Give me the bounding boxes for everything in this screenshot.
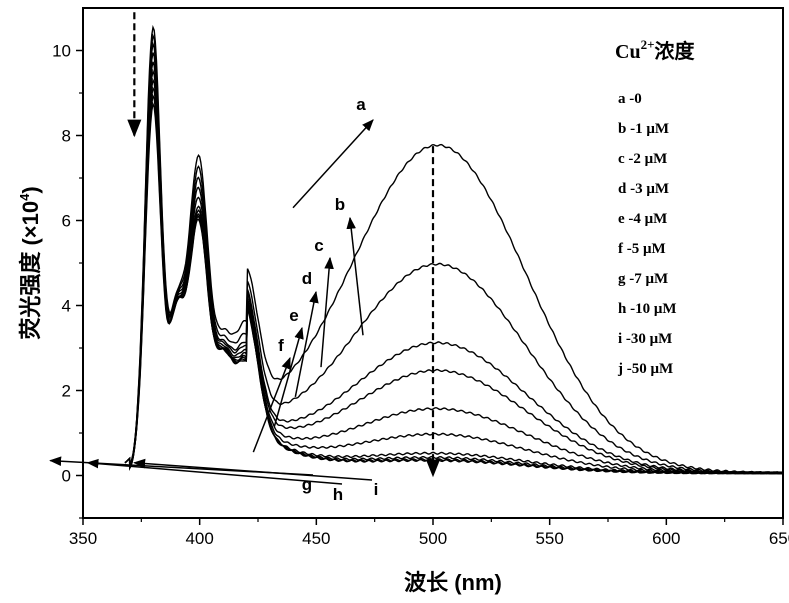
curve-label-f: f <box>278 336 284 355</box>
curve-arrow-h <box>88 463 342 484</box>
legend-entry: j -50 μM <box>617 361 673 377</box>
y-tick-label: 0 <box>62 467 71 486</box>
curve-label-a: a <box>356 95 366 114</box>
legend-entry: c -2 μM <box>618 151 667 167</box>
curve-label-c: c <box>314 236 323 255</box>
y-tick-label: 8 <box>62 127 71 146</box>
x-tick-label: 500 <box>419 529 447 548</box>
x-tick-label: 450 <box>302 529 330 548</box>
y-tick-label: 6 <box>62 212 71 231</box>
curves-group <box>125 27 783 473</box>
legend: Cu2+浓度 a -0 b -1 μM c -2 μM d -3 μM e -4 μM f … <box>615 37 696 377</box>
x-tick-label: 400 <box>185 529 213 548</box>
x-tick-label: 550 <box>535 529 563 548</box>
curve-arrow-i <box>134 463 372 480</box>
legend-entry: i -30 μM <box>618 331 672 347</box>
curve-arrow-c <box>321 258 330 367</box>
legend-entry: a -0 <box>618 91 642 107</box>
series-line-j <box>125 104 783 474</box>
x-tick-label: 650 <box>769 529 789 548</box>
curve-label-i: i <box>374 480 379 499</box>
curve-label-h: h <box>333 485 343 504</box>
legend-entry: g -7 μM <box>618 271 668 287</box>
curve-label-e: e <box>289 306 298 325</box>
series-line-f <box>125 71 783 474</box>
curve-arrow-a <box>293 120 373 208</box>
curve-label-b: b <box>335 195 345 214</box>
y-tick-label: 2 <box>62 382 71 401</box>
x-tick-label: 600 <box>652 529 680 548</box>
y-tick-label: 10 <box>52 42 71 61</box>
legend-entry: h -10 μM <box>618 301 677 317</box>
y-axis-title: 荧光强度 (×104) <box>17 186 43 339</box>
series-line-a <box>125 27 783 473</box>
legend-title: Cu2+浓度 <box>615 37 696 63</box>
series-line-h <box>125 88 783 474</box>
x-axis-title: 波长 (nm) <box>404 570 502 595</box>
series-line-d <box>125 53 783 474</box>
curve-label-g: g <box>302 475 312 494</box>
annotations-group: a b cdef g h i <box>50 12 433 504</box>
fluorescence-chart: 350 400 450 500 550 600 650 0 2 4 6 8 10 波长 (nm) 荧光强度 … <box>0 0 789 603</box>
legend-entry: d -3 μM <box>618 181 669 197</box>
legend-entry: f -5 μM <box>618 241 666 257</box>
y-tick-label: 4 <box>62 297 71 316</box>
legend-entry: b -1 μM <box>618 121 669 137</box>
series-line-g <box>125 80 783 474</box>
curve-label-d: d <box>302 269 312 288</box>
curve-arrow-b <box>350 218 363 335</box>
series-line-i <box>125 96 783 474</box>
legend-entry: e -4 μM <box>618 211 667 227</box>
x-tick-label: 350 <box>69 529 97 548</box>
series-line-b <box>125 36 783 474</box>
